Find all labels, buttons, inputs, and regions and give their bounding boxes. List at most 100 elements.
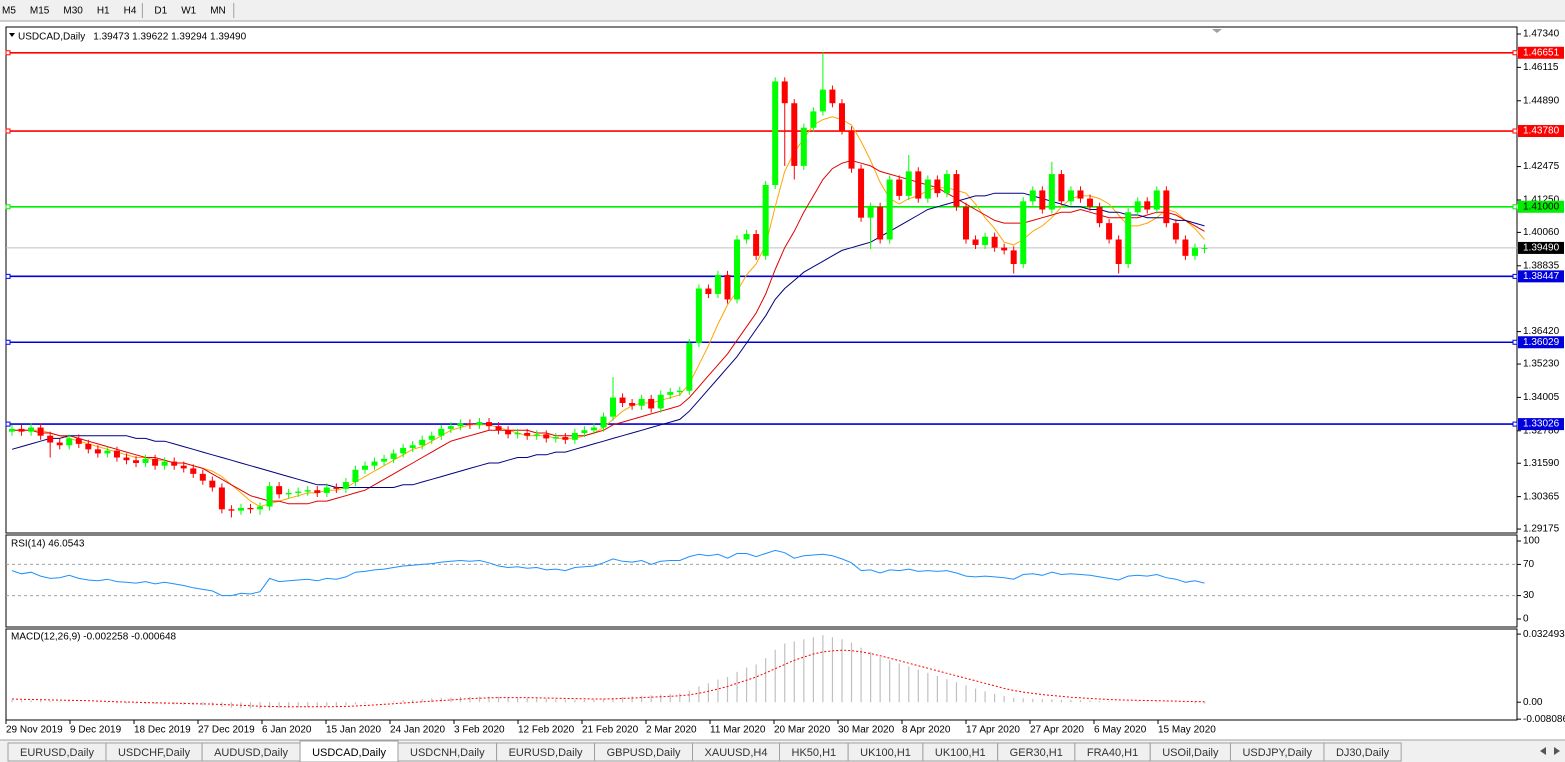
tab-label[interactable]: XAUUSD,H4 (705, 747, 768, 759)
candle-body (838, 103, 845, 131)
tab-label[interactable]: USOil,Daily (1162, 747, 1219, 759)
tab-label[interactable]: USDCHF,Daily (118, 747, 191, 759)
tab-label[interactable]: UK100,H1 (860, 747, 911, 759)
candle-body (724, 274, 731, 300)
tab-label[interactable]: DJ30,Daily (1336, 747, 1390, 759)
candle-body (1020, 201, 1027, 265)
timeframe-button[interactable]: D1 (154, 6, 167, 17)
tab-label[interactable]: USDCNH,Daily (410, 747, 485, 759)
timeframe-button[interactable]: M15 (30, 6, 50, 17)
timeframe-button[interactable]: H1 (97, 6, 110, 17)
level-label: 1.38447 (1523, 271, 1560, 282)
candle-body (266, 486, 273, 507)
tab-label[interactable]: AUDUSD,Daily (214, 747, 288, 759)
candle-body (85, 443, 92, 450)
timeframe-button[interactable]: MN (210, 6, 226, 17)
timeframe-button[interactable]: H4 (124, 6, 137, 17)
level-anchor (1512, 273, 1518, 279)
candle-body (486, 422, 492, 427)
x-tick-label: 17 Apr 2020 (966, 725, 1020, 736)
candle-body (1058, 174, 1065, 202)
x-tick-label: 6 Jan 2020 (262, 725, 312, 736)
candle-body (800, 127, 807, 166)
panel-title: RSI(14) 46.0543 (11, 539, 85, 550)
level-label: 1.33026 (1523, 419, 1560, 430)
candle-body (37, 427, 44, 436)
tab-label[interactable]: USDJPY,Daily (1242, 747, 1312, 759)
candle-body (323, 487, 330, 493)
y-tick-label: 1.36420 (1523, 326, 1560, 337)
x-tick-label: 2 Mar 2020 (646, 725, 697, 736)
candle-body (466, 423, 473, 425)
timeframe-button[interactable]: M5 (2, 6, 16, 17)
y-tick-label: 70 (1523, 559, 1535, 570)
timeframe-button[interactable]: M30 (63, 6, 83, 17)
candle-body (1182, 239, 1189, 256)
y-tick-label: 1.32780 (1523, 425, 1560, 436)
candle-body (619, 397, 626, 404)
candle-body (199, 473, 206, 481)
ohlc-readout: 1.39473 1.39622 1.39294 1.39490 (93, 32, 246, 43)
candle-body (237, 507, 244, 511)
x-tick-label: 27 Apr 2020 (1030, 725, 1084, 736)
x-tick-label: 15 Jan 2020 (326, 725, 381, 736)
candle-body (1096, 206, 1103, 224)
candle-body (371, 461, 378, 466)
candle-body (781, 81, 788, 104)
candle-body (571, 432, 578, 440)
tab-label[interactable]: HK50,H1 (792, 747, 837, 759)
candle-body (810, 111, 817, 128)
tab-label[interactable]: FRA40,H1 (1087, 747, 1138, 759)
candle-body (533, 434, 540, 436)
level-anchor (1512, 339, 1518, 345)
scroll-right[interactable] (1554, 747, 1560, 755)
candle-body (228, 509, 235, 511)
x-tick-label: 20 Mar 2020 (774, 725, 831, 736)
candle-body (66, 438, 73, 446)
candle-body (1010, 250, 1017, 265)
candle-body (600, 416, 607, 428)
tab-label[interactable]: GBPUSD,Daily (607, 747, 681, 759)
candle-body (686, 343, 693, 391)
y-tick-label: 1.42475 (1523, 161, 1560, 172)
candle-body (381, 458, 388, 462)
x-tick-label: 30 Mar 2020 (838, 725, 895, 736)
y-tick-label: 0.032493 (1523, 629, 1565, 640)
x-tick-label: 3 Feb 2020 (454, 725, 505, 736)
candle-body (152, 458, 159, 466)
candle-body (123, 457, 130, 461)
level-anchor (1512, 50, 1518, 56)
y-tick-label: -0.008086 (1523, 714, 1565, 725)
candle-body (924, 179, 931, 199)
candle-body (915, 171, 922, 199)
y-tick-label: 0 (1523, 614, 1529, 625)
candle-body (1125, 212, 1132, 265)
candle-body (314, 490, 321, 493)
x-tick-label: 8 Apr 2020 (902, 725, 951, 736)
tab[interactable] (1323, 742, 1402, 762)
tab-label[interactable]: USDCAD,Daily (312, 747, 386, 759)
candle-body (438, 428, 445, 436)
candle-body (56, 442, 63, 446)
candle-body (963, 206, 969, 240)
timeframe-button[interactable]: W1 (181, 6, 196, 17)
tab-label[interactable]: EURUSD,Daily (509, 747, 583, 759)
candle-body (209, 480, 216, 488)
scroll-left[interactable] (1540, 747, 1546, 755)
candle-body (113, 450, 120, 458)
candle-body (762, 184, 769, 256)
candle-body (276, 486, 283, 495)
dropdown-arrow[interactable] (9, 33, 15, 37)
candle-body (9, 428, 15, 432)
level-label-bg (1518, 418, 1564, 431)
tab-label[interactable]: UK100,H1 (935, 747, 986, 759)
tab-label[interactable]: GER30,H1 (1010, 747, 1063, 759)
rsi-panel (5, 534, 1518, 628)
candle-body (648, 398, 655, 409)
candle-body (562, 437, 569, 440)
candle-body (1106, 223, 1113, 240)
candle-body (743, 234, 750, 240)
tab-label[interactable]: EURUSD,Daily (20, 747, 94, 759)
